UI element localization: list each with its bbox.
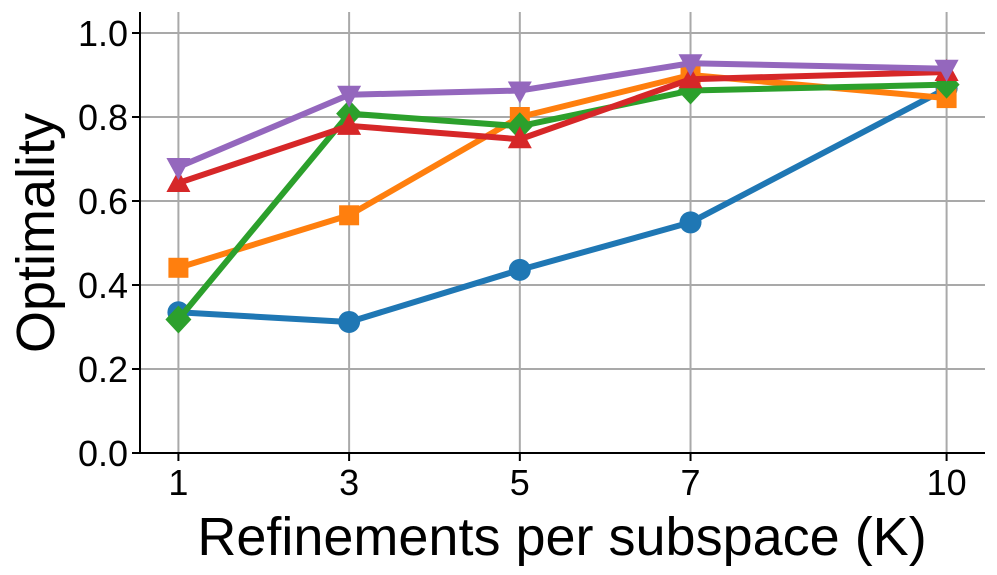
data-point-triangle-down: [934, 59, 959, 82]
y-axis-title: Optimality: [6, 113, 66, 353]
series-5: [166, 54, 959, 180]
y-tick-label: 0.6: [78, 181, 128, 222]
x-tick-label: 3: [339, 462, 359, 503]
data-point-triangle-down: [166, 157, 191, 180]
y-tick-label: 0.8: [78, 97, 128, 138]
data-point-triangle-up: [678, 66, 703, 89]
data-point-square: [339, 205, 360, 226]
data-point-diamond: [165, 305, 192, 334]
x-axis-title: Refinements per subspace (K): [197, 507, 926, 567]
data-point-circle: [508, 258, 531, 281]
x-tick-label: 10: [927, 462, 967, 503]
y-tick-label: 0.2: [78, 349, 128, 390]
x-tick-label: 7: [681, 462, 701, 503]
grid: [140, 12, 985, 454]
data-point-triangle-down: [678, 54, 703, 77]
x-tick-label: 5: [510, 462, 530, 503]
series-2: [168, 65, 957, 278]
x-tick-label: 1: [168, 462, 188, 503]
data-point-triangle-up: [337, 112, 362, 135]
y-tick-label: 1.0: [78, 13, 128, 54]
axes: [132, 12, 985, 461]
series-3: [165, 70, 960, 334]
data-point-triangle-up: [166, 169, 191, 192]
data-point-circle: [338, 310, 361, 333]
tick-labels: 1 3 5 7 10 0.0 0.2 0.4 0.6 0.8 1.0: [78, 13, 967, 503]
data-point-triangle-down: [337, 85, 362, 108]
data-point-circle: [679, 211, 702, 234]
data-point-square: [168, 257, 189, 278]
y-tick-label: 0.4: [78, 265, 128, 306]
series-4: [166, 59, 959, 192]
data-point-diamond: [506, 112, 533, 141]
series-group: [165, 54, 960, 334]
y-tick-label: 0.0: [78, 433, 128, 474]
data-point-triangle-up: [507, 126, 532, 149]
series-line: [175, 72, 950, 271]
data-point-triangle-down: [507, 81, 532, 104]
